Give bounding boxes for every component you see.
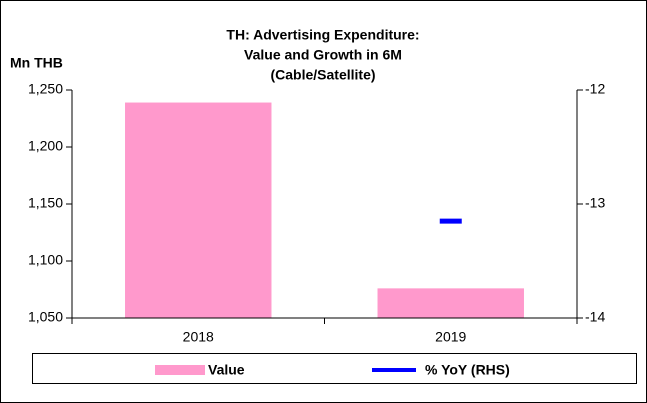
y2-tick-label: -13 xyxy=(585,195,605,211)
chart-title: TH: Advertising Expenditure: xyxy=(226,27,419,43)
y-axis-label: Mn THB xyxy=(10,55,63,71)
chart-title: Value and Growth in 6M xyxy=(244,47,402,63)
y2-tick-label: -12 xyxy=(585,81,605,97)
y-tick-label: 1,100 xyxy=(28,252,63,268)
x-tick-label: 2019 xyxy=(435,329,466,345)
x-tick-label: 2018 xyxy=(183,329,214,345)
y-tick-label: 1,250 xyxy=(28,81,63,97)
chart-title: (Cable/Satellite) xyxy=(270,67,375,83)
legend-swatch xyxy=(155,365,205,375)
legend-label: % YoY (RHS) xyxy=(425,362,510,378)
bar xyxy=(125,102,272,318)
y-tick-label: 1,050 xyxy=(28,309,63,325)
legend-label: Value xyxy=(208,362,245,378)
bar xyxy=(377,288,524,318)
legend-box xyxy=(32,353,637,384)
y-tick-label: 1,200 xyxy=(28,138,63,154)
y-tick-label: 1,150 xyxy=(28,195,63,211)
y2-tick-label: -14 xyxy=(585,309,605,325)
